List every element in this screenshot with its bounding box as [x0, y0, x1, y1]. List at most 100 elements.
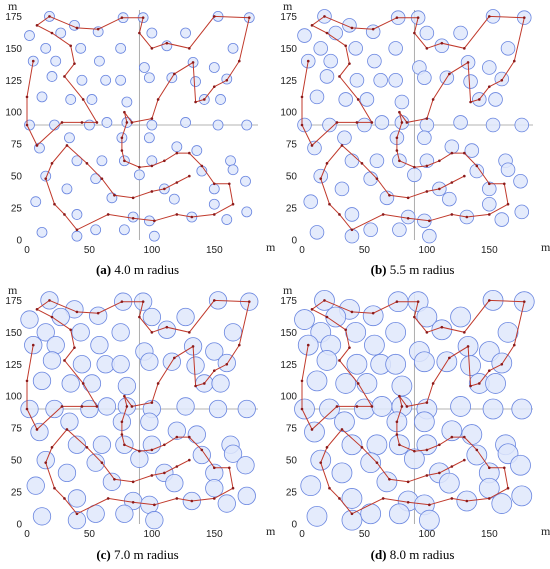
coverage-circle	[511, 485, 533, 507]
y-tick-label: 75	[11, 140, 23, 151]
route-point	[106, 213, 110, 216]
coverage-circle	[354, 398, 375, 420]
coverage-circle	[46, 335, 65, 355]
route-point	[370, 121, 374, 124]
route-point	[310, 24, 314, 27]
y-tick-label: 0	[291, 236, 297, 247]
route-point	[487, 466, 491, 470]
route-point	[328, 202, 331, 206]
route-point	[156, 382, 160, 385]
route-point	[63, 213, 66, 216]
route-point	[81, 98, 85, 101]
route-point	[156, 98, 160, 101]
coverage-circle	[205, 479, 224, 498]
coverage-circle	[453, 25, 468, 41]
coverage-circle	[36, 323, 55, 342]
coverage-circle	[328, 25, 343, 41]
coverage-circle	[80, 399, 99, 419]
coverage-circle	[417, 70, 432, 85]
route-point	[405, 121, 409, 124]
route-point	[413, 165, 416, 169]
route-point	[31, 59, 35, 63]
route-point	[212, 15, 216, 18]
route-point	[190, 215, 194, 219]
coverage-circle	[510, 454, 531, 476]
route-point	[438, 159, 441, 163]
x-tick-label: 100	[419, 529, 436, 540]
route-point	[138, 165, 141, 169]
coverage-circle	[64, 132, 75, 144]
caption-c: (c) 7.0 m radius	[0, 547, 275, 563]
route-point	[163, 443, 166, 447]
route-point	[150, 401, 154, 404]
route-point	[106, 497, 110, 500]
route-point	[188, 174, 191, 178]
route-point	[194, 100, 197, 104]
route-point	[338, 75, 341, 78]
route-point	[469, 384, 472, 388]
y-tick-label: 75	[11, 424, 23, 435]
route-point	[44, 177, 48, 180]
route-point	[175, 435, 179, 439]
route-point	[325, 31, 329, 35]
coverage-circle	[482, 181, 497, 197]
route-point	[463, 151, 466, 155]
coverage-circle	[26, 476, 45, 495]
coverage-circle	[208, 183, 220, 195]
coverage-circle	[46, 71, 58, 82]
coverage-circle	[389, 503, 410, 525]
route-point	[131, 500, 135, 504]
coverage-circle	[444, 139, 460, 154]
coverage-circle	[460, 355, 481, 376]
route-point	[522, 16, 526, 19]
route-point	[165, 41, 169, 45]
route-point	[123, 443, 126, 447]
route-point	[25, 379, 29, 383]
route-point	[75, 512, 79, 516]
route-point	[381, 497, 385, 500]
coverage-circle	[227, 164, 239, 176]
coverage-circle	[309, 89, 325, 105]
route-point	[227, 182, 231, 186]
route-point	[225, 362, 229, 366]
coverage-circle	[146, 27, 158, 39]
route-point	[123, 394, 126, 398]
coverage-circle	[49, 119, 60, 131]
coverage-circle	[337, 130, 352, 146]
coverage-circle	[306, 505, 328, 527]
route-point	[413, 449, 416, 453]
route-point	[247, 300, 251, 303]
coverage-circle	[176, 397, 195, 416]
route-point	[237, 343, 241, 347]
y-tick-label: 125	[280, 360, 297, 371]
route-point	[96, 27, 100, 31]
coverage-circle	[227, 42, 239, 54]
caption-d: (d) 8.0 m radius	[275, 547, 550, 563]
y-axis-label: m	[8, 284, 18, 297]
route-point	[95, 121, 99, 124]
route-point	[150, 474, 154, 477]
coverage-circle	[335, 373, 357, 394]
route-point	[100, 177, 104, 180]
coverage-circle	[304, 421, 325, 443]
coverage-circle	[208, 198, 220, 210]
coverage-circle	[89, 306, 108, 325]
coverage-circle	[325, 306, 347, 328]
route-point	[431, 382, 435, 385]
route-point	[425, 47, 429, 50]
coverage-circle	[143, 72, 155, 84]
coverage-circle	[92, 435, 112, 454]
route-point	[344, 44, 348, 48]
route-point	[113, 477, 116, 481]
route-point	[487, 85, 491, 88]
route-point	[425, 164, 429, 168]
route-point	[150, 47, 154, 50]
route-point	[381, 213, 385, 216]
route-point	[338, 497, 341, 500]
route-point	[150, 331, 154, 334]
route-point	[231, 486, 235, 490]
route-point	[425, 331, 429, 334]
route-point	[475, 164, 479, 168]
coverage-circle	[482, 398, 504, 420]
route-point	[188, 151, 191, 155]
